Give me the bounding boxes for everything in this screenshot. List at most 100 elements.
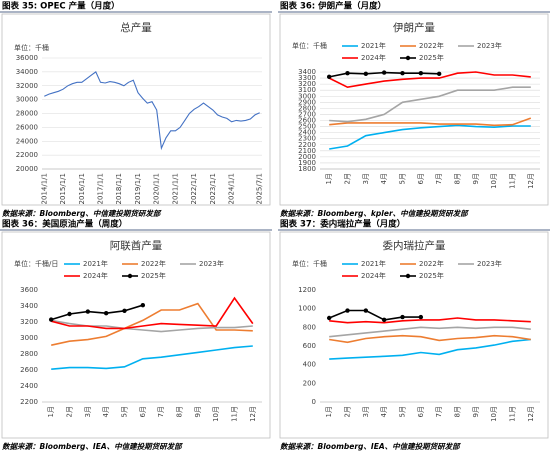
caption: 图表 35: OPEC 产量（月度）: [2, 1, 120, 12]
point-marker: [326, 74, 332, 80]
legend-label: 2025年: [419, 53, 444, 62]
x-tick-label: 11月: [509, 173, 517, 189]
x-tick-label: 2014/1/1: [40, 173, 48, 204]
series-line: [44, 71, 260, 151]
point-marker: [400, 71, 405, 76]
x-tick-label: 2月: [66, 406, 74, 417]
legend-label: 2022年: [419, 41, 444, 50]
chart-frame: [1, 13, 271, 206]
series-line: [329, 326, 531, 338]
x-tick-label: 7月: [435, 173, 443, 184]
x-tick-label: 9月: [194, 406, 202, 417]
x-tick-label: 2017/1/1: [97, 173, 105, 204]
series-line: [329, 124, 531, 150]
x-tick-label: 2023/1/1: [209, 173, 217, 204]
series-line: [329, 117, 532, 127]
caption: 图表 36: 伊朗产量（月度）: [280, 1, 386, 12]
legend-label: 2021年: [361, 259, 386, 268]
x-tick-label: 2022/1/1: [190, 173, 198, 204]
x-tick-label: 2020/1/1: [153, 173, 161, 204]
x-tick-label: 2月: [344, 173, 352, 184]
point-marker: [381, 317, 387, 323]
y-tick-label: 1200: [298, 286, 316, 294]
x-tick-label: 4月: [102, 406, 110, 417]
legend-label: 2021年: [83, 259, 108, 268]
series-line: [51, 345, 253, 370]
point-marker: [85, 309, 91, 314]
y-tick-label: 2200: [298, 141, 316, 149]
y-tick-label: 32000: [16, 82, 38, 90]
x-tick-label: 8月: [176, 406, 184, 417]
y-tick-label: 1000: [298, 305, 316, 313]
series-line: [51, 302, 253, 346]
x-tick-label: 11月: [509, 406, 517, 422]
x-tick-label: 4月: [380, 406, 388, 417]
source: 数据来源：Bloomberg、kpler、中信建投期货研发部: [280, 209, 469, 218]
y-tick-label: 2600: [298, 117, 316, 125]
y-tick-label: 3000: [20, 334, 38, 342]
x-tick-label: 10月: [490, 406, 498, 422]
point-marker: [381, 70, 387, 75]
x-tick-label: 12月: [527, 173, 535, 189]
x-tick-label: 6月: [417, 173, 425, 184]
x-tick-label: 5月: [399, 173, 407, 184]
y-tick-label: 36000: [16, 54, 38, 62]
x-tick-label: 5月: [121, 406, 129, 417]
source: 数据来源：Bloomberg、中信建投期货研发部: [2, 209, 162, 218]
legend-label: 2024年: [361, 53, 386, 62]
x-tick-label: 2月: [344, 406, 352, 417]
y-tick-label: 22000: [16, 151, 38, 159]
x-tick-label: 9月: [472, 406, 480, 417]
unit-label: 单位：千桶: [292, 259, 327, 268]
caption: 图表 36：美国原油产量（周度）: [2, 219, 127, 230]
y-tick-label: 2400: [20, 382, 38, 390]
point-marker: [363, 71, 369, 77]
legend-label: 2023年: [199, 259, 224, 268]
legend-label: 2024年: [83, 271, 108, 280]
series-line: [329, 334, 531, 344]
chart-title: 伊朗产量: [393, 21, 435, 34]
x-tick-label: 2018/1/1: [115, 173, 123, 204]
y-tick-label: 24000: [16, 137, 38, 145]
y-tick-label: 3400: [20, 302, 38, 310]
x-tick-label: 8月: [454, 406, 462, 417]
legend-marker: [127, 273, 133, 279]
y-tick-label: 2000: [298, 153, 316, 161]
y-tick-label: 2100: [298, 147, 316, 155]
legend-marker: [405, 273, 411, 279]
y-tick-label: 3400: [298, 68, 316, 76]
y-tick-label: 600: [303, 342, 316, 350]
y-tick-label: 26000: [16, 123, 38, 131]
point-marker: [140, 303, 146, 308]
unit-label: 单位：千桶: [292, 41, 327, 50]
y-tick-label: 3300: [298, 74, 316, 82]
x-tick-label: 3月: [362, 173, 370, 184]
y-tick-label: 34000: [16, 68, 38, 76]
series-line: [328, 309, 421, 321]
y-tick-label: 2300: [298, 135, 316, 143]
series-line: [329, 317, 531, 324]
legend-label: 2023年: [477, 259, 502, 268]
legend-label: 2025年: [141, 271, 166, 280]
series-line: [329, 86, 531, 123]
y-tick-label: 28000: [16, 110, 38, 118]
y-tick-label: 2200: [20, 398, 38, 406]
unit-label: 单位：千桶/日: [14, 259, 58, 268]
chart-title: 阿联酋产量: [110, 239, 163, 252]
x-tick-label: 10月: [212, 406, 220, 422]
point-marker: [345, 71, 350, 76]
y-tick-label: 3100: [298, 86, 316, 94]
y-tick-label: 3200: [20, 318, 38, 326]
y-tick-label: 2600: [20, 366, 38, 374]
legend-marker: [405, 55, 411, 61]
unit-label: 单位：千桶: [14, 43, 49, 52]
y-tick-label: 400: [303, 361, 316, 369]
point-marker: [103, 311, 109, 316]
series-line: [328, 71, 531, 89]
point-marker: [363, 308, 369, 313]
legend-label: 2023年: [477, 41, 502, 50]
x-tick-label: 12月: [527, 406, 535, 422]
y-tick-label: 2900: [298, 98, 316, 106]
point-marker: [400, 314, 405, 320]
